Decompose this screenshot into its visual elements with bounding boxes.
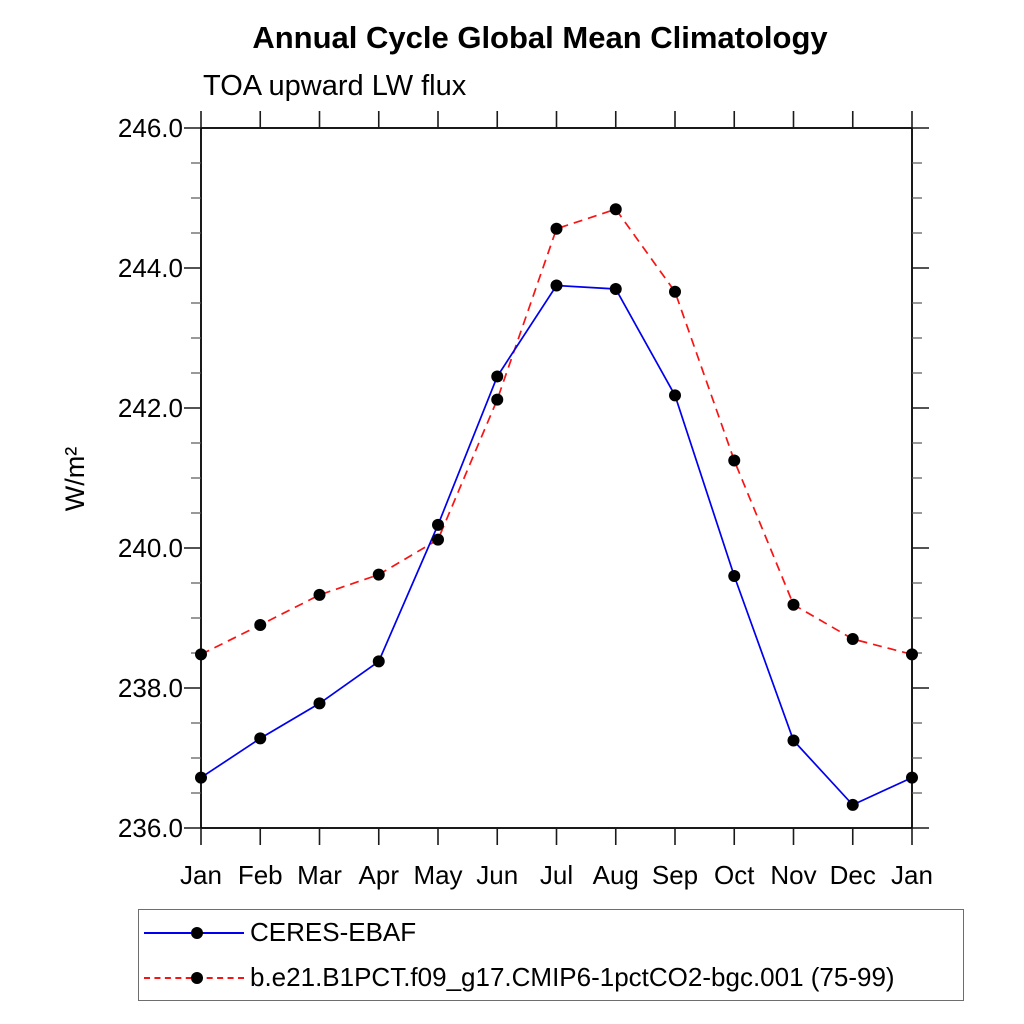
data-point-marker-model [609,203,622,216]
legend-line-sample-dashed [144,971,244,984]
data-point-marker-model [846,633,859,645]
data-point-marker-model [906,648,918,661]
x-tick-label: May [413,860,462,890]
y-tick-label: 246.0 [118,113,183,143]
x-tick-label: Aug [593,860,639,890]
legend-item-ceres: CERES-EBAF [139,910,963,955]
x-tick-label: Sep [652,860,698,890]
data-point-marker-model [195,648,207,661]
data-point-marker-ceres [372,655,385,668]
data-point-marker-ceres [609,283,622,295]
data-point-marker-model [313,588,326,601]
data-point-marker-model [669,285,681,298]
data-point-marker-model [372,568,385,581]
data-point-marker-model [432,533,444,546]
x-tick-label: Feb [238,860,283,890]
x-tick-label: Jul [540,860,573,890]
x-tick-label: Jan [891,860,933,890]
data-point-marker-ceres [728,570,741,582]
series-line-ceres [200,284,913,806]
circle-marker-icon [191,971,203,984]
x-tick-label: Oct [714,860,755,890]
y-tick-label: 244.0 [118,253,183,283]
y-tick-label: 236.0 [118,813,183,843]
data-point-marker-model [254,619,267,631]
legend-label: b.e21.B1PCT.f09_g17.CMIP6-1pctCO2-bgc.00… [250,962,895,992]
data-point-marker-ceres [313,697,326,710]
y-tick-label: 238.0 [118,673,183,703]
circle-marker-icon [191,926,203,939]
data-point-marker-model [728,454,741,467]
data-point-marker-model [491,393,504,406]
x-tick-label: Nov [770,860,816,890]
x-tick-label: Mar [297,860,342,890]
series-line-model [200,208,913,656]
data-point-marker-ceres [432,518,444,531]
data-point-marker-model [787,598,800,611]
x-tick-label: Jun [476,860,518,890]
data-point-marker-ceres [787,734,800,747]
legend-label: CERES-EBAF [250,917,417,947]
chart-title: Annual Cycle Global Mean Climatology [252,20,828,55]
data-point-marker-ceres [906,771,918,784]
legend-line-sample-solid [144,926,244,939]
legend-box: CERES-EBAF b.e21.B1PCT.f09_g17.CMIP6-1pc… [138,909,964,1001]
chart-subtitle: TOA upward LW flux [203,70,467,102]
data-point-marker-ceres [491,370,504,383]
data-point-marker-ceres [669,389,681,402]
data-point-marker-ceres [195,771,207,784]
y-tick-label: 242.0 [118,393,183,423]
data-point-marker-ceres [254,732,267,745]
data-point-marker-model [550,222,563,235]
x-tick-label: Apr [359,860,400,890]
data-point-marker-ceres [846,798,859,811]
x-tick-label: Dec [830,860,876,890]
data-point-marker-ceres [550,279,563,292]
x-tick-label: Jan [180,860,222,890]
legend-item-model: b.e21.B1PCT.f09_g17.CMIP6-1pctCO2-bgc.00… [139,955,963,1000]
y-tick-label: 240.0 [118,533,183,563]
